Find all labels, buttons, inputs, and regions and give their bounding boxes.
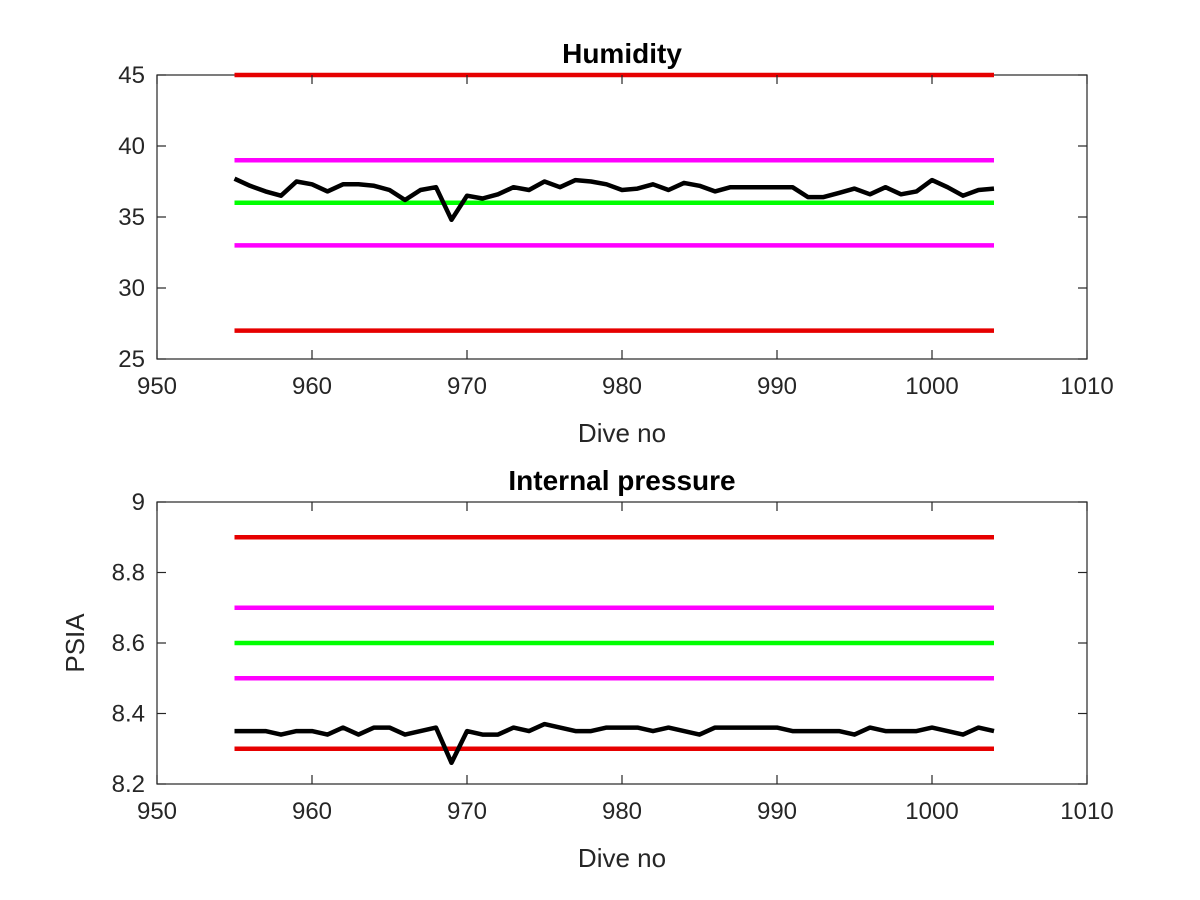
x-tick-label: 990 (757, 798, 797, 825)
x-tick-label: 960 (292, 798, 332, 825)
data-line (234, 721, 995, 766)
y-tick-label: 8.6 (112, 630, 145, 657)
y-tick-label: 8.4 (112, 701, 145, 728)
x-tick-label: 1000 (905, 373, 958, 400)
y-tick-label: 35 (118, 204, 145, 231)
data-line (233, 176, 995, 223)
y-tick-label: 8.2 (112, 771, 145, 798)
y-tick-label: 40 (118, 133, 145, 160)
plot-area (156, 74, 1088, 360)
axis-ticks: 950 960 970 980 990 1000 1010 8.2 8.4 8.6 8.8 9 (112, 489, 1114, 825)
internal-pressure-chart: 950 960 970 980 990 1000 1010 8.2 8.4 8.6 8.8 9 Int… (60, 465, 1114, 873)
axis-ticks: 950 960 970 980 990 1000 1010 25 30 35 40 45 (118, 62, 1113, 400)
x-tick-label: 1010 (1060, 373, 1113, 400)
y-tick-label: 8.8 (112, 560, 145, 587)
x-tick-label: 950 (137, 798, 177, 825)
x-tick-label: 970 (447, 373, 487, 400)
y-axis-label: PSIA (60, 613, 90, 673)
x-tick-label: 990 (757, 373, 797, 400)
data-series (233, 176, 995, 223)
x-axis-label: Dive no (578, 843, 666, 873)
y-tick-label: 9 (132, 489, 145, 516)
x-tick-label: 950 (137, 373, 177, 400)
x-tick-label: 980 (602, 798, 642, 825)
x-tick-label: 1010 (1060, 798, 1113, 825)
x-tick-label: 980 (602, 373, 642, 400)
chart-title: Internal pressure (508, 465, 735, 496)
chart-title: Humidity (562, 38, 682, 69)
threshold-lines (234, 72, 994, 333)
y-tick-label: 45 (118, 62, 145, 89)
x-tick-label: 1000 (905, 798, 958, 825)
humidity-chart: 950 960 970 980 990 1000 1010 25 30 35 40 45 Humidi… (118, 38, 1113, 448)
y-tick-label: 30 (118, 275, 145, 302)
x-axis-label: Dive no (578, 418, 666, 448)
x-tick-label: 970 (447, 798, 487, 825)
data-series (234, 721, 995, 766)
y-tick-label: 25 (118, 346, 145, 373)
threshold-lines (234, 535, 994, 751)
x-tick-label: 960 (292, 373, 332, 400)
